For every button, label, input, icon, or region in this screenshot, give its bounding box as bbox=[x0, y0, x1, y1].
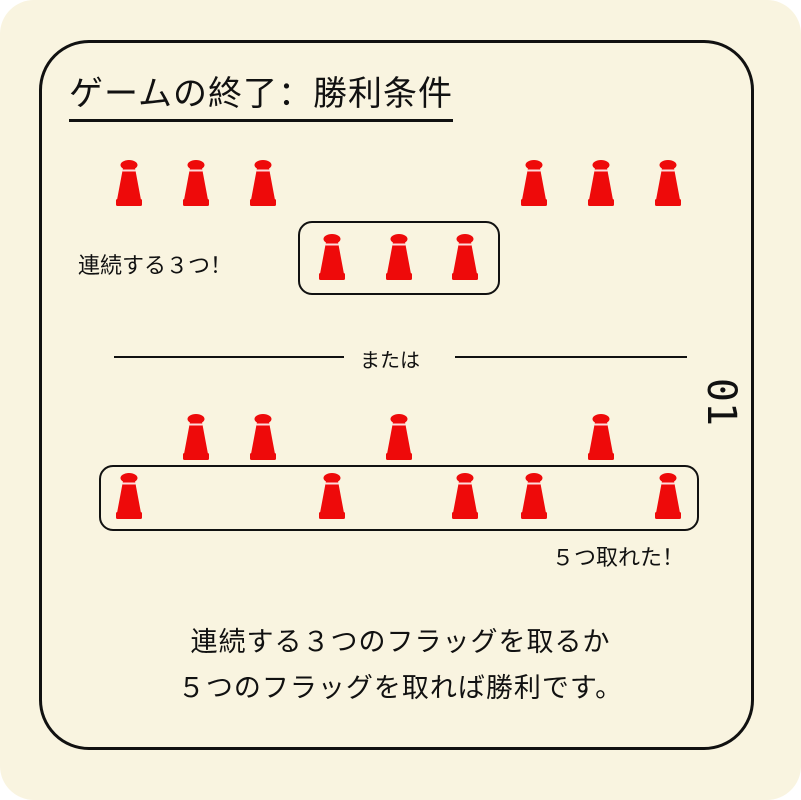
flag-pawn bbox=[183, 414, 209, 460]
flag-pawn bbox=[588, 160, 614, 206]
flag-pawn bbox=[319, 234, 345, 280]
flag-pawn bbox=[250, 414, 276, 460]
page-title: ゲームの終了：勝利条件 bbox=[69, 66, 453, 122]
flag-pawn bbox=[386, 414, 412, 460]
flag-pawn bbox=[116, 160, 142, 206]
flag-pawn bbox=[183, 160, 209, 206]
summary-line-2: ５つのフラッグを取れば勝利です。 bbox=[177, 673, 624, 704]
flag-pawn bbox=[655, 473, 681, 519]
flag-pawn bbox=[521, 160, 547, 206]
captured-row-two bbox=[99, 465, 699, 531]
flag-pawn bbox=[116, 473, 142, 519]
captured-row-one bbox=[298, 221, 500, 295]
summary-line-1: 連続する３つのフラッグを取るか bbox=[190, 627, 611, 658]
flag-pawn bbox=[319, 473, 345, 519]
flag-pawn bbox=[655, 160, 681, 206]
page-number: 01 bbox=[698, 377, 744, 427]
separator-line-right bbox=[455, 356, 687, 358]
separator-line-left bbox=[114, 356, 344, 358]
example-one-label: 連続する３つ！ bbox=[78, 254, 233, 279]
card-frame bbox=[39, 40, 754, 750]
flag-pawn bbox=[386, 234, 412, 280]
example-two-label: ５つ取れた！ bbox=[552, 546, 685, 571]
flag-pawn bbox=[452, 473, 478, 519]
flag-pawn bbox=[452, 234, 478, 280]
flag-pawn bbox=[588, 414, 614, 460]
flag-pawn bbox=[250, 160, 276, 206]
separator-label: または bbox=[360, 348, 420, 372]
flag-pawn bbox=[521, 473, 547, 519]
